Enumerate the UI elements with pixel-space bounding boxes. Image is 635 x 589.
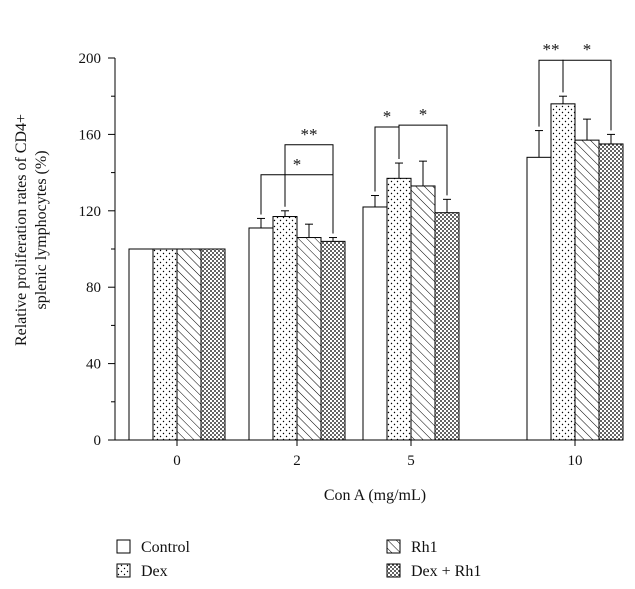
bars: [128, 95, 624, 441]
y-tick-label: 80: [86, 280, 101, 296]
legend-label: Dex + Rh1: [411, 563, 481, 580]
bar: [598, 143, 624, 441]
bar: [248, 227, 274, 441]
bar: [526, 156, 552, 441]
x-tick-label: 5: [407, 453, 415, 469]
y-axis: 0 40 80 120 160 200: [79, 51, 116, 449]
legend-swatch: [386, 563, 401, 578]
legend-label: Control: [141, 539, 190, 556]
bar: [296, 237, 322, 441]
bar: [434, 212, 460, 441]
bar: [550, 103, 576, 441]
bar: [128, 248, 154, 441]
legend-swatch: [116, 539, 131, 554]
y-axis-label-line1: Relative proliferation rates of CD4+: [13, 114, 30, 346]
significance-label: *: [583, 40, 592, 59]
legend-label: Dex: [141, 563, 168, 580]
legend-swatch: [116, 563, 131, 578]
bar: [152, 248, 178, 441]
legend-label: Rh1: [411, 539, 438, 556]
y-tick-label: 160: [79, 127, 102, 143]
y-tick-label: 0: [94, 433, 102, 449]
significance-brackets: **** *** *: [260, 40, 612, 234]
y-axis-label-line2: splenic lymphocytes (%): [33, 150, 50, 309]
bar: [320, 240, 346, 441]
bar: [410, 185, 436, 441]
bar: [272, 216, 298, 441]
significance-label: *: [419, 105, 428, 124]
significance-label: **: [301, 125, 318, 144]
legend: Control Rh1 Dex Dex + Rh1: [116, 539, 481, 580]
y-tick-label: 120: [79, 204, 102, 220]
x-axis-label: Con A (mg/mL): [324, 487, 426, 504]
y-tick-label: 40: [86, 357, 101, 373]
significance-label: *: [293, 155, 302, 174]
bar: [362, 206, 388, 441]
significance-bracket: [562, 59, 612, 131]
x-tick-label: 0: [173, 453, 181, 469]
significance-bracket: [398, 124, 448, 196]
significance-bracket: [284, 144, 334, 234]
y-tick-label: 200: [79, 51, 102, 67]
significance-label: *: [383, 107, 392, 126]
y-axis-label: Relative proliferation rates of CD4+ spl…: [13, 114, 50, 346]
x-axis: 0 2 5 10: [115, 439, 622, 469]
x-tick-label: 2: [293, 453, 301, 469]
bar: [574, 139, 600, 441]
bar: [176, 248, 202, 441]
bar: [200, 248, 226, 441]
x-tick-label: 10: [568, 453, 583, 469]
legend-swatch: [386, 539, 401, 554]
bar: [386, 177, 412, 441]
significance-label: **: [543, 40, 560, 59]
